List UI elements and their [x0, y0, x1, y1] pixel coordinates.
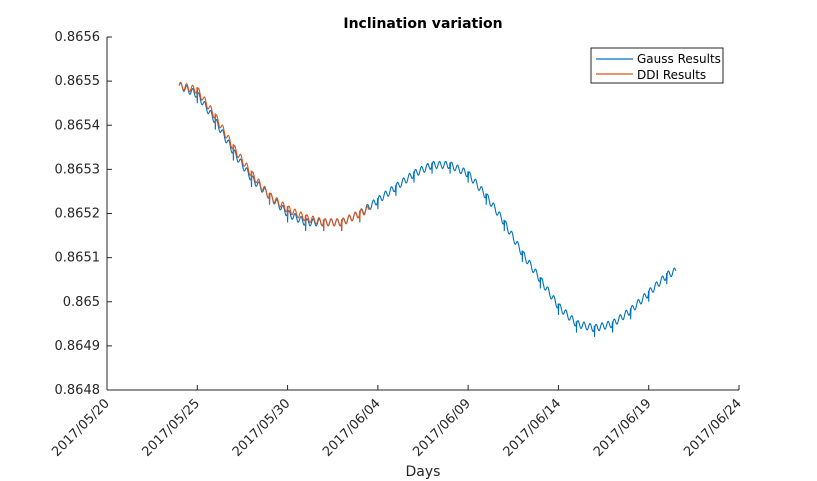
y-tick-label: 0.8652 — [55, 207, 101, 222]
legend-label-ddi: DDI Results — [637, 68, 706, 82]
y-tick-label: 0.8649 — [55, 339, 101, 354]
legend-label-gauss: Gauss Results — [637, 52, 721, 66]
chart-title: Inclination variation — [343, 16, 502, 32]
series-line-ddi — [178, 81, 370, 231]
y-tick-label: 0.865 — [63, 295, 100, 310]
y-tick-label: 0.8655 — [55, 74, 101, 89]
y-tick-label: 0.8654 — [55, 118, 101, 133]
y-tick-label: 0.8653 — [55, 162, 101, 177]
x-axis-label: Days — [406, 464, 441, 480]
y-tick-label: 0.8648 — [55, 383, 101, 398]
plot-area — [178, 81, 677, 338]
y-tick-label: 0.8656 — [55, 30, 101, 45]
legend-box — [590, 47, 724, 84]
legend: Gauss Results DDI Results — [590, 47, 724, 84]
y-ticks: 0.8648 0.8649 0.865 0.8651 0.8652 0.8653 0.865… — [55, 30, 112, 398]
y-tick-label: 0.8651 — [55, 251, 101, 266]
series-layer — [178, 81, 677, 338]
series-line-gauss — [178, 82, 677, 338]
